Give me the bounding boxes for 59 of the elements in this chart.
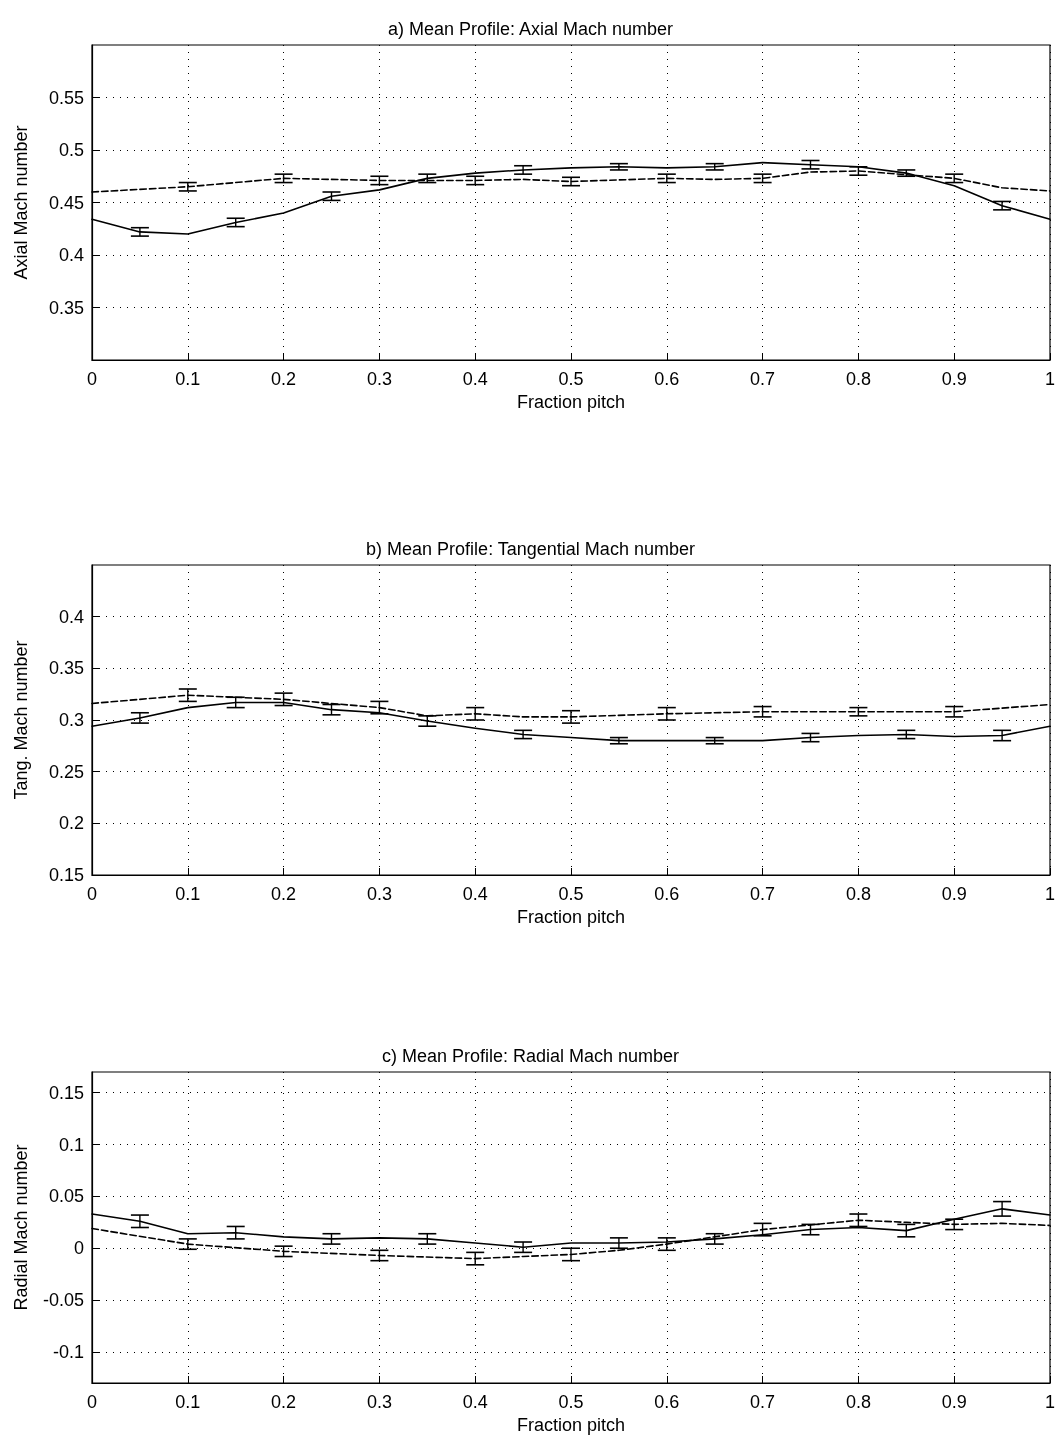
x-tick-label: 0.4	[462, 369, 488, 389]
y-tick-label: 0.5	[58, 140, 84, 160]
x-tick-label: 0.6	[654, 1392, 680, 1412]
y-axis-title: Axial Mach number	[11, 125, 31, 280]
x-tick-label: 0.6	[654, 369, 680, 389]
y-tick-label: 0.15	[48, 865, 84, 885]
x-tick-label: 0.8	[845, 369, 871, 389]
x-tick-label: 0.5	[558, 884, 584, 904]
x-tick-label: 0.8	[845, 884, 871, 904]
y-tick-label: -0.1	[52, 1341, 84, 1362]
x-axis-title: Fraction pitch	[516, 391, 626, 412]
x-tick-label: 0.1	[175, 884, 201, 904]
x-tick-label: 0.6	[654, 884, 680, 904]
chart-title: c) Mean Profile: Radial Mach number	[381, 1046, 680, 1066]
x-axis-title: Fraction pitch	[516, 906, 626, 927]
x-tick-label: 0	[86, 1392, 98, 1412]
x-tick-label: 0.7	[750, 1392, 776, 1412]
x-tick-label: 0.8	[845, 1392, 871, 1412]
chart-title: a) Mean Profile: Axial Mach number	[387, 19, 674, 39]
x-tick-label: 0.7	[750, 369, 776, 389]
x-tick-label: 0.2	[271, 369, 297, 389]
x-tick-label: 0.1	[175, 1392, 201, 1412]
y-tick-label: 0.35	[48, 658, 84, 679]
y-tick-label: 0.05	[48, 1186, 84, 1207]
y-axis-title: Tang. Mach number	[11, 640, 31, 800]
y-tick-label: 0.4	[58, 245, 84, 265]
y-tick-label: 0.3	[58, 710, 84, 730]
x-tick-label: 0.9	[941, 884, 967, 904]
y-axis-title: Radial Mach number	[11, 1144, 31, 1311]
y-tick-label: 0.55	[48, 87, 84, 108]
x-tick-label: 1	[1044, 884, 1056, 904]
y-tick-label: 0	[73, 1238, 84, 1259]
x-tick-label: 1	[1044, 1392, 1056, 1412]
y-tick-label: 0.2	[58, 813, 84, 834]
x-tick-label: 1	[1044, 369, 1056, 389]
x-tick-label: 0.3	[366, 884, 392, 904]
y-tick-label: 0.25	[48, 761, 84, 782]
y-tick-label: 0.35	[48, 297, 84, 318]
y-tick-label: 0.15	[48, 1082, 84, 1103]
x-tick-label: 0.7	[750, 884, 776, 904]
x-axis-title: Fraction pitch	[516, 1414, 626, 1435]
x-tick-label: 0.3	[366, 1392, 392, 1412]
y-tick-label: -0.05	[42, 1290, 84, 1311]
y-tick-label: 0.4	[58, 606, 84, 627]
x-tick-label: 0.9	[941, 369, 967, 389]
x-tick-label: 0.9	[941, 1392, 967, 1412]
x-tick-label: 0.2	[271, 884, 297, 904]
x-tick-label: 0	[86, 369, 98, 389]
x-tick-label: 0.4	[462, 1392, 488, 1412]
x-tick-label: 0.3	[366, 369, 392, 389]
x-tick-label: 0.1	[175, 369, 201, 389]
x-tick-label: 0.5	[558, 369, 584, 389]
y-tick-label: 0.1	[58, 1134, 84, 1155]
x-tick-label: 0.4	[462, 884, 488, 904]
x-tick-label: 0.5	[558, 1392, 584, 1412]
x-tick-label: 0	[86, 884, 98, 904]
chart-title: b) Mean Profile: Tangential Mach number	[366, 539, 695, 559]
x-tick-label: 0.2	[271, 1392, 297, 1412]
y-tick-label: 0.45	[48, 192, 84, 213]
